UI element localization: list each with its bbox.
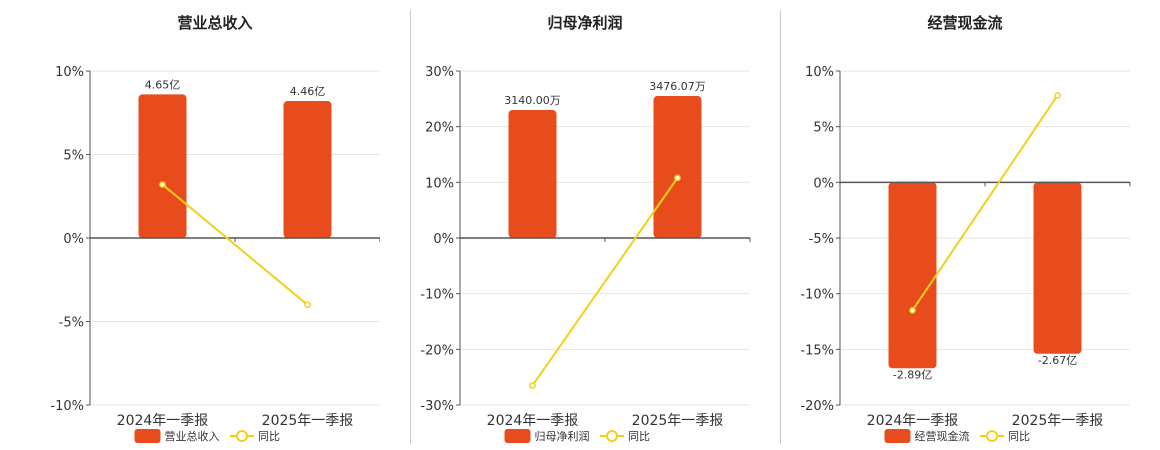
y-tick-label: -5% — [809, 232, 834, 247]
legend-bar-label: 营业总收入 — [165, 429, 220, 443]
y-tick-label: -15% — [800, 343, 834, 358]
y-tick-label: -5% — [59, 316, 84, 331]
cash-flow-chart: 经营现金流 -20% -15% -10% -5% 0% 5% 10% -2.89亿 -2.67亿 2… — [800, 14, 1131, 443]
yoy-point[interactable] — [529, 382, 536, 389]
x-category-label: 2024年一季报 — [867, 413, 959, 429]
bar[interactable] — [138, 94, 187, 238]
legend-line-label: 同比 — [258, 430, 280, 443]
y-tick-label: 5% — [63, 149, 84, 164]
yoy-line — [911, 94, 1059, 311]
legend-line-marker — [986, 430, 998, 442]
chart-title: 经营现金流 — [927, 14, 1002, 32]
panel-divider — [410, 10, 411, 444]
y-tick-label: -20% — [420, 343, 454, 358]
chart-title: 归母净利润 — [547, 14, 622, 32]
bar[interactable] — [283, 101, 332, 238]
y-tick-label: 10% — [55, 65, 84, 80]
yoy-point[interactable] — [674, 174, 681, 182]
y-tick-label: -10% — [50, 399, 84, 414]
x-category-label: 2025年一季报 — [1012, 413, 1104, 429]
bar-data-label: -2.89亿 — [893, 368, 932, 381]
x-category-label: 2025年一季报 — [632, 413, 724, 429]
net-profit-chart: 归母净利润 -30% -20% -10% 0% 10% 20% 30% 3140.00万 3476… — [420, 14, 751, 443]
y-tick-label: 30% — [425, 65, 454, 80]
revenue-chart: 营业总收入 -10% -5% 0% 5% 10% 4.65亿 4.46亿 2024年一季报 202… — [50, 14, 380, 443]
y-tick-label: 20% — [425, 121, 454, 136]
y-tick-label: 0% — [813, 176, 834, 191]
bar-data-label: 3140.00万 — [504, 94, 561, 107]
yoy-point[interactable] — [159, 181, 166, 188]
y-tick-label: -10% — [800, 288, 834, 303]
bar-data-label: 3476.07万 — [649, 80, 706, 93]
yoy-point[interactable] — [1054, 92, 1061, 99]
bar[interactable] — [508, 109, 557, 238]
legend-bar-label: 经营现金流 — [915, 429, 970, 443]
bar[interactable] — [653, 96, 702, 238]
bar-data-label: -2.67亿 — [1038, 354, 1077, 367]
y-tick-label: 10% — [805, 65, 834, 80]
legend-bar-swatch[interactable] — [134, 429, 161, 443]
yoy-point[interactable] — [909, 307, 916, 314]
yoy-line — [531, 177, 679, 387]
y-tick-label: 10% — [425, 176, 454, 191]
x-category-label: 2024年一季报 — [487, 413, 579, 429]
legend-bar-swatch[interactable] — [504, 429, 531, 443]
legend-bar-swatch[interactable] — [884, 429, 911, 443]
bar-data-label: 4.46亿 — [290, 85, 326, 98]
y-tick-label: -10% — [420, 288, 454, 303]
yoy-line — [161, 183, 309, 306]
y-tick-label: 5% — [813, 121, 834, 136]
chart-title: 营业总收入 — [177, 14, 252, 32]
y-tick-label: -20% — [800, 399, 834, 414]
y-tick-label: 0% — [433, 232, 454, 247]
y-tick-label: -30% — [420, 399, 454, 414]
panel-divider — [780, 10, 781, 444]
legend-line-label: 同比 — [1008, 430, 1030, 443]
x-category-label: 2024年一季报 — [117, 413, 209, 429]
legend-line-label: 同比 — [628, 430, 650, 443]
legend-bar-label: 归母净利润 — [535, 429, 590, 443]
x-category-label: 2025年一季报 — [262, 413, 354, 429]
bar[interactable] — [888, 182, 937, 369]
y-tick-label: 0% — [63, 232, 84, 247]
legend-line-marker — [236, 430, 248, 442]
legend-line-marker — [606, 430, 618, 442]
bar-data-label: 4.65亿 — [145, 78, 181, 91]
bar[interactable] — [1033, 182, 1082, 354]
yoy-point[interactable] — [304, 301, 311, 309]
